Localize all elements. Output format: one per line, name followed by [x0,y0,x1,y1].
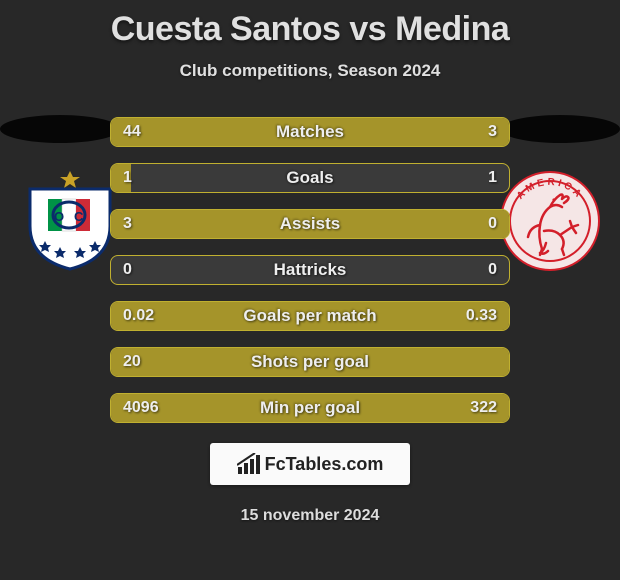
stat-row: 4096322Min per goal [110,393,510,423]
stat-row: 30Assists [110,209,510,239]
crest-left-icon: O C [20,171,120,271]
shadow-right [500,115,620,143]
stat-label: Goals per match [111,302,509,330]
shadow-left [0,115,120,143]
stat-row: 00Hattricks [110,255,510,285]
page-title: Cuesta Santos vs Medina [0,0,620,49]
stat-label: Matches [111,118,509,146]
stat-label: Min per goal [111,394,509,422]
crest-right: AMERICA [500,171,600,271]
stat-label: Hattricks [111,256,509,284]
stat-label: Goals [111,164,509,192]
stat-row: 11Goals [110,163,510,193]
crest-right-icon: AMERICA [500,171,600,271]
comparison-arena: O C AMERICA [0,101,620,441]
date: 15 november 2024 [0,507,620,525]
subtitle: Club competitions, Season 2024 [0,61,620,81]
stat-bars: 443Matches 11Goals 30Assists 00Hattricks 0.0… [110,117,510,439]
watermark: FcTables.com [210,443,410,485]
svg-text:O: O [54,209,64,224]
crest-left: O C [20,171,120,271]
svg-text:C: C [74,209,84,224]
stat-row: 20Shots per goal [110,347,510,377]
stat-row: 443Matches [110,117,510,147]
stat-label: Assists [111,210,509,238]
stat-label: Shots per goal [111,348,509,376]
chart-icon [237,453,261,475]
watermark-text: FcTables.com [265,454,384,475]
stat-row: 0.020.33Goals per match [110,301,510,331]
